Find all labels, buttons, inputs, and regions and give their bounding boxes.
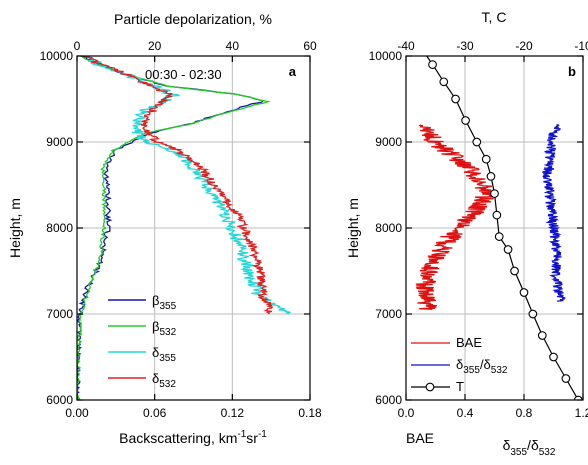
- panel-b: 0.0 0.4 0.8 1.2 -40 -30 -20 -10 6000 7000 8000 9000…: [345, 9, 588, 458]
- panel-b-bottom-axis-title: BAE: [406, 430, 434, 446]
- y-tick-label: 9000: [375, 135, 402, 149]
- panel-b-ratio-axis-title: δ355/δ532: [503, 437, 556, 458]
- temperature-marker: [481, 154, 491, 164]
- temperature-marker: [486, 172, 496, 181]
- legend-label: δ355: [152, 345, 176, 364]
- y-tick-label: 6000: [46, 393, 73, 407]
- panel-a-top-axis-title: Particle depolarization, %: [114, 11, 272, 27]
- x2-tick-label: 20: [148, 39, 162, 53]
- x2-tick-label: -40: [397, 39, 415, 53]
- series-line-532-3: [84, 56, 274, 315]
- y-tick-label: 8000: [375, 221, 402, 235]
- temperature-marker: [503, 245, 513, 254]
- series-line-355-2: [84, 56, 291, 315]
- y-tick-label: 6000: [375, 393, 402, 407]
- plot-area: [77, 56, 291, 400]
- temperature-marker: [537, 331, 547, 340]
- series-line-532-1: [77, 56, 271, 400]
- temperature-marker: [510, 266, 519, 276]
- temperature-marker: [461, 116, 470, 125]
- panel-a: 0.00 0.06 0.12 0.18 0 20 40 60 6000 7000 8000 9000 1…: [7, 11, 322, 446]
- x2-tick-label: -10: [574, 39, 588, 53]
- legend-label: T: [456, 379, 464, 394]
- temperature-marker: [451, 94, 460, 104]
- legend-label: δ532: [152, 371, 176, 390]
- y-tick-label: 7000: [46, 307, 73, 321]
- panel-b-legend: BAE δ355/δ532 T: [411, 335, 508, 394]
- legend-label: β355: [152, 293, 177, 312]
- legend-label: δ355/δ532: [456, 357, 508, 376]
- y-tick-label: 7000: [375, 307, 402, 321]
- x-tick-label: 0.0: [398, 406, 415, 420]
- y-tick-label: 8000: [46, 221, 73, 235]
- temperature-marker: [417, 44, 425, 52]
- y-tick-label: 10000: [369, 49, 403, 63]
- panel-a-series: [77, 56, 291, 400]
- x-tick-label: 0.00: [65, 406, 89, 420]
- panel-b-ticks: 0.0 0.4 0.8 1.2 -40 -30 -20 -10 6000 7000 8000 9000…: [369, 39, 588, 420]
- panel-a-bottom-axis-title: Backscattering, km-1sr-1: [119, 429, 267, 446]
- temperature-marker: [490, 189, 499, 198]
- x-tick-label: 0.4: [457, 406, 474, 420]
- x2-tick-label: -30: [456, 39, 474, 53]
- temperature-marker: [573, 395, 583, 400]
- x2-tick-label: 40: [226, 39, 240, 53]
- x-tick-label: 0.06: [143, 406, 167, 420]
- series-line-355532-1: [541, 124, 566, 302]
- y-tick-label: 9000: [46, 135, 73, 149]
- series-line-bae-0: [415, 124, 497, 311]
- x-tick-label: 1.2: [575, 406, 588, 420]
- legend-marker: [425, 382, 435, 392]
- panel-b-y-axis-title: Height, m: [345, 198, 361, 258]
- panel-b-series: [415, 44, 583, 400]
- temperature-marker: [494, 232, 504, 241]
- temperature-marker: [492, 210, 502, 220]
- temperature-marker: [428, 60, 437, 69]
- temperature-marker: [472, 137, 482, 147]
- legend-label: BAE: [456, 335, 482, 350]
- panel-a-ticks: 0.00 0.06 0.12 0.18 0 20 40 60 6000 7000 8000 9000 1…: [40, 39, 322, 420]
- x-tick-label: 0.18: [298, 406, 322, 420]
- y-tick-label: 10000: [40, 49, 74, 63]
- panel-a-time-annotation: 00:30 - 02:30: [145, 67, 222, 82]
- x2-tick-label: 0: [74, 39, 81, 53]
- x2-tick-label: 60: [303, 39, 317, 53]
- panel-a-y-axis-title: Height, m: [7, 198, 23, 258]
- temperature-marker: [519, 288, 529, 297]
- temperature-marker: [528, 309, 538, 319]
- legend-label: β532: [152, 319, 177, 338]
- panel-a-label: a: [289, 64, 297, 79]
- plot-area: [415, 44, 583, 400]
- panel-a-grid: [77, 56, 310, 400]
- x-tick-label: 0.8: [516, 406, 533, 420]
- panel-b-top-axis-title: T, C: [482, 9, 507, 25]
- panel-a-legend: β355 β532 δ355 δ532: [108, 293, 177, 390]
- panel-b-label: b: [568, 64, 576, 79]
- x2-tick-label: -20: [515, 39, 533, 53]
- x-tick-label: 0.12: [221, 406, 245, 420]
- temperature-marker: [439, 77, 449, 87]
- temperature-marker: [549, 352, 558, 362]
- temperature-marker: [561, 374, 571, 383]
